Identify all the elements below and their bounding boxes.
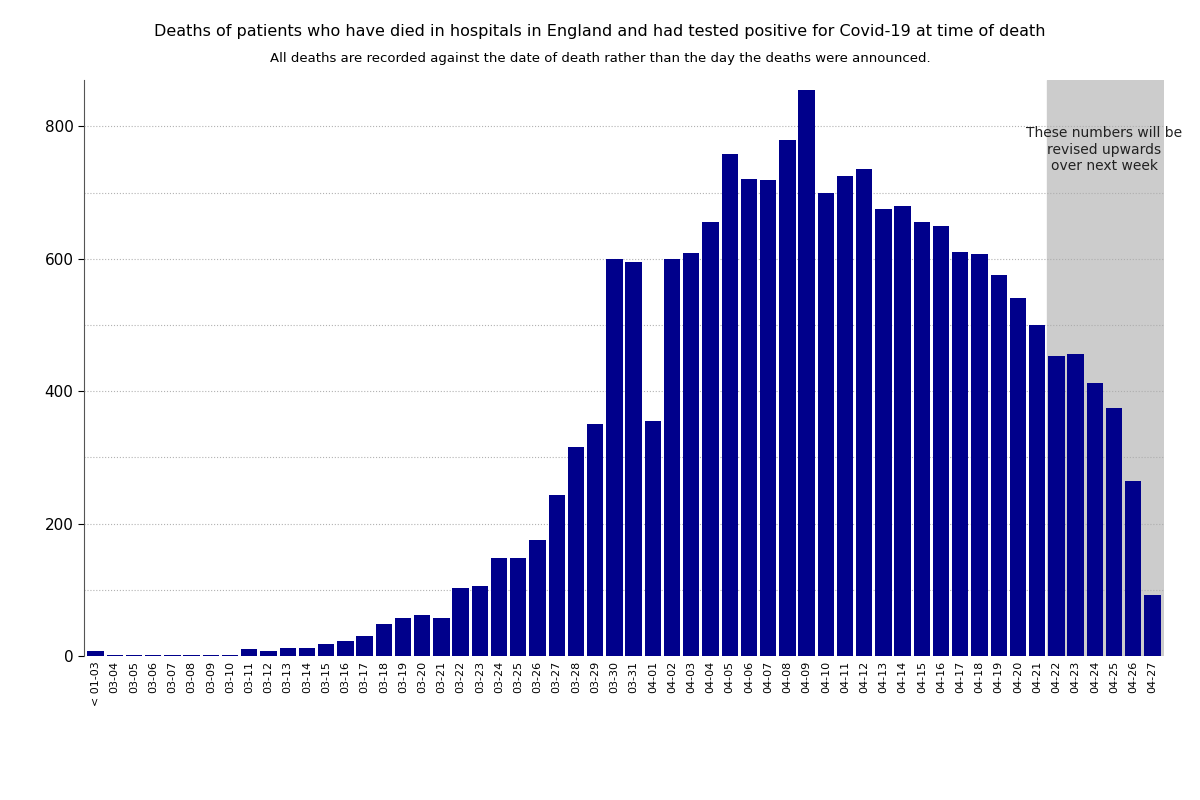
Bar <box>395 618 412 656</box>
Bar <box>280 648 296 656</box>
Bar <box>1068 354 1084 656</box>
Bar <box>952 252 968 656</box>
Bar <box>760 180 776 656</box>
Bar <box>433 618 450 656</box>
Bar <box>721 154 738 656</box>
Bar <box>356 636 373 656</box>
Bar <box>836 176 853 656</box>
Bar <box>491 558 508 656</box>
Bar <box>1009 298 1026 656</box>
Bar <box>299 648 316 656</box>
Bar <box>452 589 469 656</box>
Bar <box>913 222 930 656</box>
Bar <box>318 644 335 656</box>
Bar <box>126 654 142 656</box>
Bar <box>529 540 546 656</box>
Bar <box>1049 356 1064 656</box>
Bar <box>88 650 103 656</box>
Bar <box>164 654 180 656</box>
Bar <box>548 495 565 656</box>
Bar <box>184 654 199 656</box>
Bar <box>798 90 815 656</box>
Bar <box>644 421 661 656</box>
Bar <box>779 139 796 656</box>
Bar <box>260 650 277 656</box>
Bar <box>587 424 604 656</box>
Bar <box>145 654 161 656</box>
Bar <box>856 170 872 656</box>
Bar <box>664 258 680 656</box>
Bar <box>376 624 392 656</box>
Bar <box>1106 408 1122 656</box>
Bar <box>971 254 988 656</box>
Bar <box>683 254 700 656</box>
Bar <box>568 447 584 656</box>
Bar <box>222 654 239 656</box>
Bar <box>894 206 911 656</box>
Bar <box>1087 383 1103 656</box>
Text: These numbers will be
revised upwards
over next week: These numbers will be revised upwards ov… <box>1026 126 1182 173</box>
Bar <box>1030 325 1045 656</box>
Bar <box>875 209 892 656</box>
Bar <box>702 222 719 656</box>
Bar <box>241 650 258 656</box>
Bar <box>337 642 354 656</box>
Bar <box>107 654 122 656</box>
Bar <box>606 258 623 656</box>
Bar <box>472 586 488 656</box>
Bar <box>990 275 1007 656</box>
Text: All deaths are recorded against the date of death rather than the day the deaths: All deaths are recorded against the date… <box>270 52 930 65</box>
Bar <box>1126 481 1141 656</box>
Bar <box>510 558 527 656</box>
Bar <box>1145 595 1160 656</box>
Bar <box>414 615 431 656</box>
Bar <box>817 193 834 656</box>
Bar <box>740 179 757 656</box>
Bar <box>625 262 642 656</box>
Bar <box>1046 80 1164 656</box>
Bar <box>203 654 218 656</box>
Bar <box>932 226 949 656</box>
Text: Deaths of patients who have died in hospitals in England and had tested positive: Deaths of patients who have died in hosp… <box>155 24 1045 39</box>
